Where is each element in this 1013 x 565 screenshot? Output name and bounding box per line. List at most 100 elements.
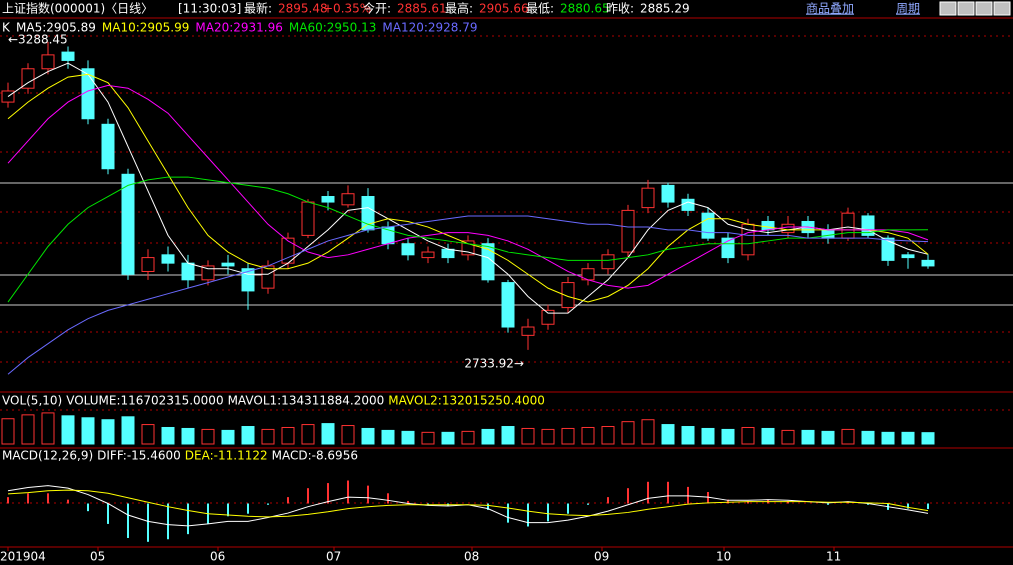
high-label: 最高:: [445, 1, 473, 16]
macd-legend: DEA:-11.1122: [185, 449, 268, 463]
candle-body: [921, 259, 935, 267]
volume-bar: [521, 427, 535, 445]
candle-body: [761, 220, 775, 231]
volume-bar: [441, 431, 455, 445]
volume-bar: [401, 430, 415, 445]
prev: 2885.29: [640, 2, 690, 16]
volume-bar: [81, 417, 95, 445]
candle-body: [881, 237, 895, 261]
volume-bar: [581, 426, 595, 445]
max-annotation: ←3288.45: [8, 32, 68, 46]
volume-bar: [261, 428, 275, 445]
candle-body: [441, 248, 455, 259]
x-tick-label: 05: [90, 550, 105, 564]
volume-bar: [101, 419, 115, 445]
x-tick-label: 201904: [0, 550, 46, 564]
volume-bar: [181, 427, 195, 445]
candle-body: [901, 254, 915, 259]
volume-bar: [421, 431, 435, 445]
ma-legend: MA10:2905.99: [102, 21, 190, 35]
high: 2905.66: [479, 2, 529, 16]
candle-body: [241, 268, 255, 292]
candle-body: [661, 184, 675, 203]
candle-body: [641, 187, 655, 209]
volume-bar: [901, 431, 915, 445]
volume-bar: [281, 426, 295, 445]
vol-legend: VOLUME:116702315.0000: [66, 394, 223, 408]
candle-body: [601, 254, 615, 270]
volume-bar: [201, 428, 215, 445]
volume-bar: [621, 421, 635, 445]
zoom-button[interactable]: [975, 1, 993, 16]
prev-label: 昨收:: [606, 2, 634, 16]
volume-bar: [141, 424, 155, 445]
time: [11:30:03]: [178, 2, 241, 16]
volume-bar: [541, 428, 555, 445]
min-annotation: 2733.92→: [464, 356, 524, 370]
macd-line: [7, 489, 929, 518]
volume-bar: [381, 429, 395, 445]
candle-body: [1, 90, 15, 103]
candle-body: [201, 265, 215, 281]
volume-bar: [481, 428, 495, 445]
volume-bar: [501, 426, 515, 445]
overlay-button[interactable]: 商品叠加: [806, 1, 854, 16]
prev-button[interactable]: [939, 1, 957, 16]
ma-legend: MA5:2905.89: [16, 21, 96, 35]
stock-name: 上证指数(000001)〈日线〉: [2, 1, 153, 16]
close-button[interactable]: [993, 1, 1011, 16]
ma-legend: MA60:2950.13: [289, 21, 377, 35]
x-tick-label: 08: [464, 550, 479, 564]
latest-label: 最新:: [244, 1, 272, 16]
volume-bar: [161, 426, 175, 445]
ma-line: [7, 84, 929, 289]
candle-body: [481, 243, 495, 281]
candle-body: [421, 251, 435, 259]
volume-bar: [921, 432, 935, 445]
candle-body: [41, 54, 55, 70]
candle-body: [561, 282, 575, 309]
candle-body: [501, 282, 515, 328]
candle-body: [21, 68, 35, 89]
vol-legend: MAVOL1:134311884.2000: [228, 394, 385, 408]
change: +0.35%: [323, 2, 371, 16]
vol-legend: MAVOL2:132015250.4000: [388, 394, 545, 408]
candle-body: [261, 265, 275, 289]
volume-bar: [321, 423, 335, 445]
volume-bar: [341, 425, 355, 445]
candle-body: [621, 209, 635, 253]
volume-bar: [681, 426, 695, 445]
k-label: K: [2, 21, 11, 35]
volume-bar: [641, 419, 655, 445]
volume-bar: [701, 427, 715, 445]
macd-legend: DIFF:-15.4600: [97, 449, 181, 463]
candle-body: [781, 223, 795, 234]
candle-body: [141, 257, 155, 272]
volume-bar: [461, 430, 475, 445]
next-button[interactable]: [957, 1, 975, 16]
volume-bar: [861, 430, 875, 445]
period-button[interactable]: 周期: [896, 2, 920, 16]
volume-bar: [781, 429, 795, 445]
volume-bar: [561, 427, 575, 445]
low: 2880.65: [560, 2, 610, 16]
ma-line: [7, 176, 929, 303]
volume-bar: [741, 426, 755, 445]
candle-body: [101, 123, 115, 170]
volume-bar: [241, 426, 255, 445]
candle-body: [341, 193, 355, 206]
volume-bar: [301, 424, 315, 445]
volume-bar: [221, 429, 235, 445]
x-tick-label: 10: [716, 550, 731, 564]
candle-body: [841, 212, 855, 239]
ma-legend: MA20:2931.96: [195, 21, 283, 35]
candles: [1, 41, 935, 350]
candle-body: [221, 262, 235, 267]
open-label: 今开:: [363, 1, 391, 16]
candle-body: [161, 254, 175, 264]
volume-bar: [721, 428, 735, 445]
volume-bar: [21, 414, 35, 445]
volume-bar: [601, 426, 615, 445]
